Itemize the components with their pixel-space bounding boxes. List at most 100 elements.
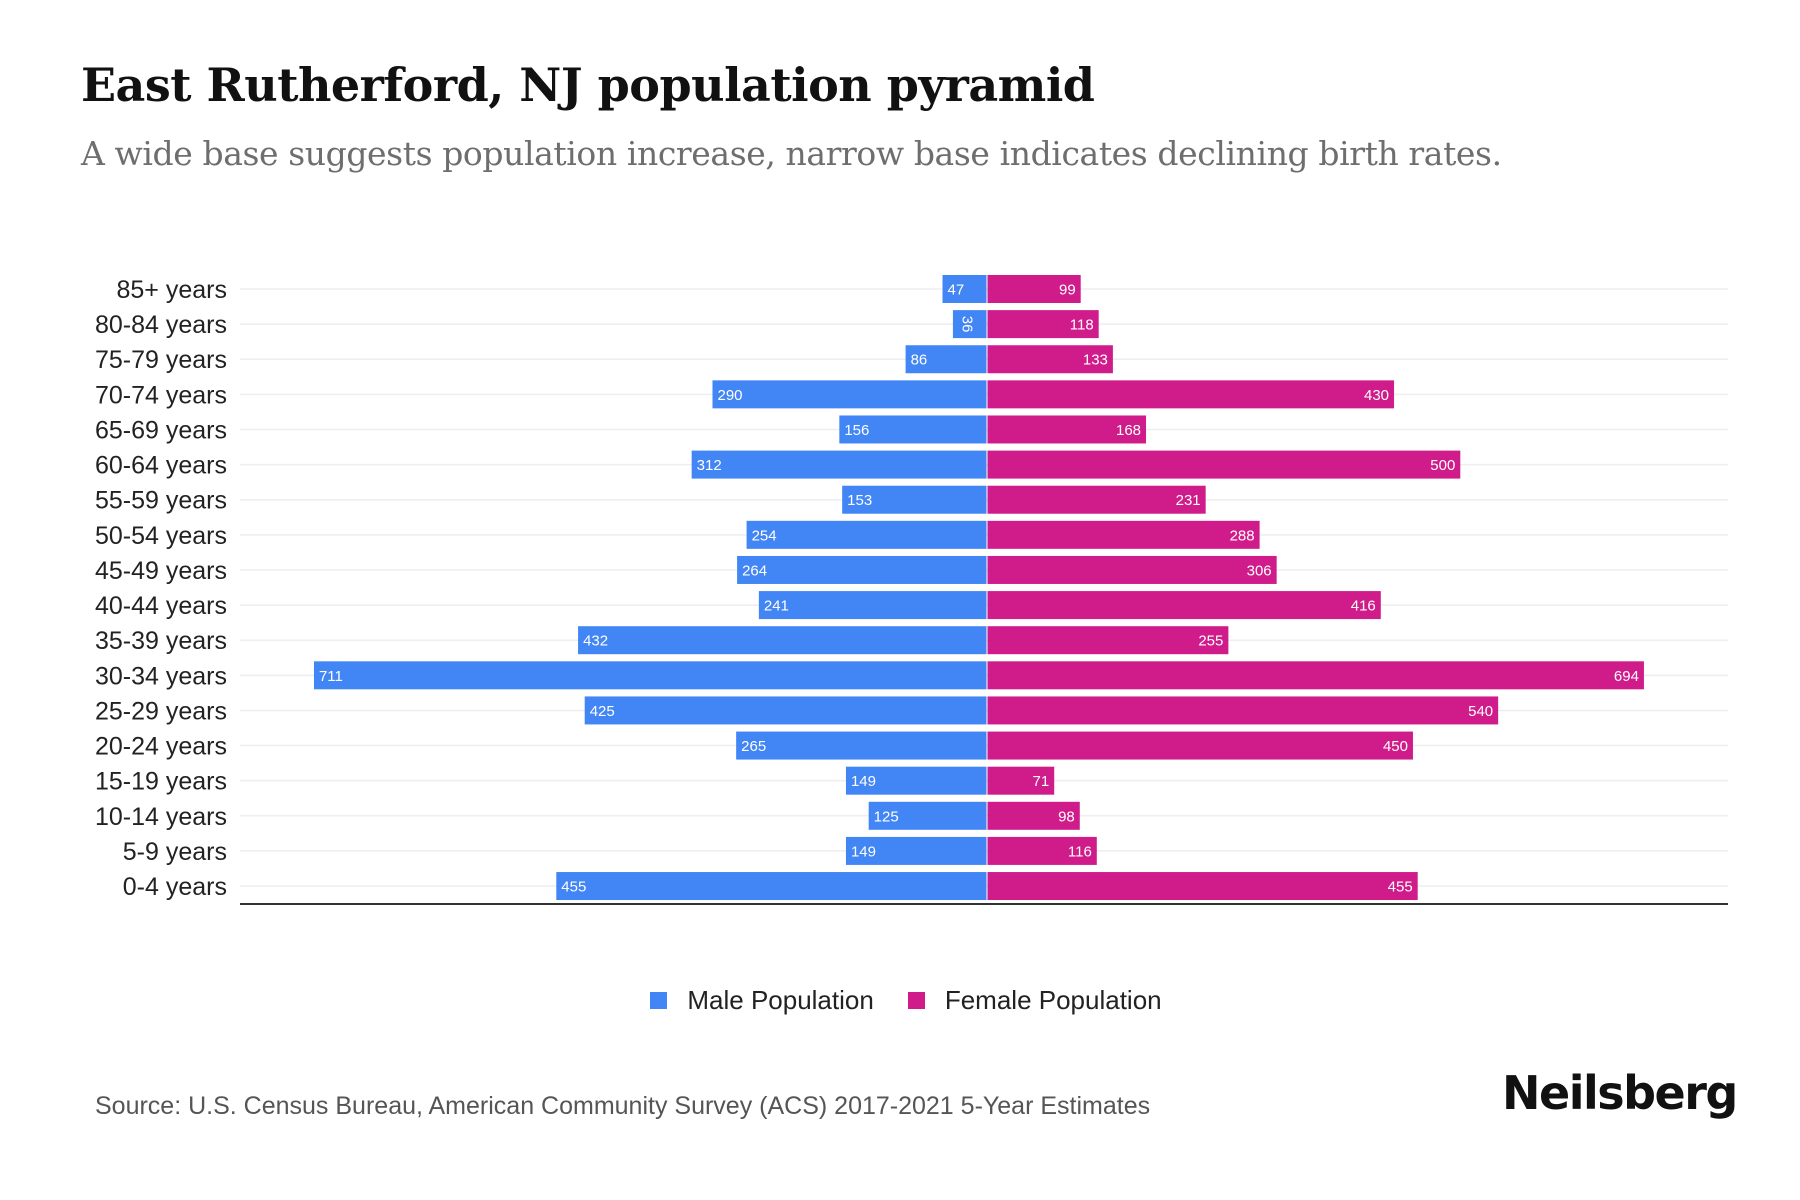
chart-subtitle: A wide base suggests population increase… [81, 134, 1502, 173]
category-label: 85+ years [117, 276, 228, 304]
bar-male[interactable] [845, 766, 987, 795]
value-label-female: 98 [1058, 808, 1075, 825]
bar-male[interactable] [868, 801, 987, 830]
bar-male[interactable] [952, 310, 987, 339]
bar-male[interactable] [712, 380, 987, 409]
bar-male[interactable] [584, 696, 987, 725]
bar-male[interactable] [737, 555, 987, 584]
bar-male[interactable] [842, 485, 987, 514]
value-label-male: 711 [319, 668, 343, 685]
bar-male[interactable] [839, 415, 987, 444]
bar-female[interactable] [987, 275, 1081, 303]
legend-item-female[interactable]: Female Population [896, 985, 1162, 1016]
value-label-male: 312 [697, 457, 722, 474]
value-label-male: 36 [958, 316, 975, 333]
population-pyramid-chart: 85+ years 80-84 years 75-79 years 70-74 yea… [95, 275, 1728, 905]
value-label-male: 149 [851, 773, 876, 790]
bar-male[interactable] [313, 661, 987, 690]
value-label-female: 694 [1614, 668, 1639, 685]
bars [313, 275, 1644, 901]
category-label: 30-34 years [95, 662, 227, 690]
value-label-female: 416 [1351, 598, 1376, 615]
value-label-female: 99 [1059, 282, 1076, 299]
value-label-female: 450 [1383, 738, 1408, 755]
legend: Male Population Female Population [0, 985, 1800, 1016]
bar-female[interactable] [987, 450, 1461, 479]
gridlines [240, 288, 1728, 887]
value-labels: 47 99 36 118 86 133 290 430 156 168 312 500 153 231 25… [319, 282, 1639, 896]
value-label-male: 290 [717, 387, 742, 404]
value-label-male: 455 [561, 879, 586, 896]
value-label-female: 288 [1230, 527, 1255, 544]
bar-female[interactable] [987, 591, 1381, 620]
value-label-female: 306 [1247, 562, 1272, 579]
value-label-female: 133 [1083, 352, 1108, 369]
bar-male[interactable] [845, 836, 987, 865]
bar-female[interactable] [987, 555, 1277, 584]
value-label-female: 168 [1116, 422, 1141, 439]
category-label: 75-79 years [95, 346, 227, 374]
value-label-female: 255 [1198, 633, 1223, 650]
value-label-male: 254 [752, 527, 777, 544]
value-label-female: 430 [1364, 387, 1389, 404]
category-label: 35-39 years [95, 627, 227, 655]
bar-male[interactable] [758, 591, 987, 620]
value-label-male: 432 [583, 633, 608, 650]
bar-female[interactable] [987, 380, 1395, 409]
bar-female[interactable] [987, 310, 1099, 339]
category-label: 25-29 years [95, 697, 227, 725]
bar-male[interactable] [942, 275, 987, 303]
bar-male[interactable] [556, 872, 987, 901]
category-label: 70-74 years [95, 381, 227, 409]
bar-female[interactable] [987, 696, 1499, 725]
legend-swatch-male [650, 992, 668, 1009]
bar-male[interactable] [578, 626, 987, 655]
bar-male[interactable] [736, 731, 987, 760]
category-label: 65-69 years [95, 416, 227, 444]
value-label-female: 71 [1033, 773, 1050, 790]
category-label: 40-44 years [95, 592, 227, 620]
value-label-female: 455 [1388, 879, 1413, 896]
bar-female[interactable] [987, 345, 1113, 374]
source-note: Source: U.S. Census Bureau, American Com… [95, 1092, 1151, 1120]
value-label-male: 156 [844, 422, 869, 439]
bar-female[interactable] [987, 415, 1147, 444]
value-label-male: 47 [948, 282, 965, 299]
neilsberg-logo: Neilsberg [1502, 1066, 1738, 1120]
value-label-male: 241 [764, 598, 789, 615]
value-label-male: 265 [741, 738, 766, 755]
bar-female[interactable] [987, 731, 1413, 760]
category-labels: 85+ years 80-84 years 75-79 years 70-74 yea… [95, 276, 227, 901]
value-label-male: 125 [874, 808, 899, 825]
bar-female[interactable] [987, 836, 1097, 865]
value-label-male: 149 [851, 843, 876, 860]
category-label: 60-64 years [95, 452, 227, 480]
legend-item-male[interactable]: Male Population [638, 985, 874, 1016]
category-label: 20-24 years [95, 733, 227, 761]
legend-label-male: Male Population [687, 985, 874, 1015]
category-label: 50-54 years [95, 522, 227, 550]
bar-female[interactable] [987, 872, 1418, 901]
bar-male[interactable] [691, 450, 987, 479]
category-label: 55-59 years [95, 487, 227, 515]
category-label: 10-14 years [95, 803, 227, 831]
bar-female[interactable] [987, 801, 1080, 830]
category-label: 45-49 years [95, 557, 227, 585]
value-label-female: 540 [1468, 703, 1493, 720]
bar-male[interactable] [905, 345, 987, 374]
bar-female[interactable] [987, 520, 1260, 549]
bar-female[interactable] [987, 661, 1644, 690]
bar-female[interactable] [987, 485, 1206, 514]
value-label-male: 264 [742, 562, 767, 579]
legend-swatch-female [907, 992, 925, 1009]
chart-title: East Rutherford, NJ population pyramid [81, 58, 1095, 112]
value-label-female: 500 [1430, 457, 1455, 474]
bar-female[interactable] [987, 626, 1229, 655]
bar-female[interactable] [987, 766, 1055, 795]
category-label: 5-9 years [123, 838, 227, 866]
bar-male[interactable] [746, 520, 987, 549]
value-label-male: 425 [590, 703, 615, 720]
value-label-female: 116 [1068, 843, 1092, 860]
legend-label-female: Female Population [944, 985, 1162, 1015]
value-label-female: 118 [1070, 317, 1094, 334]
